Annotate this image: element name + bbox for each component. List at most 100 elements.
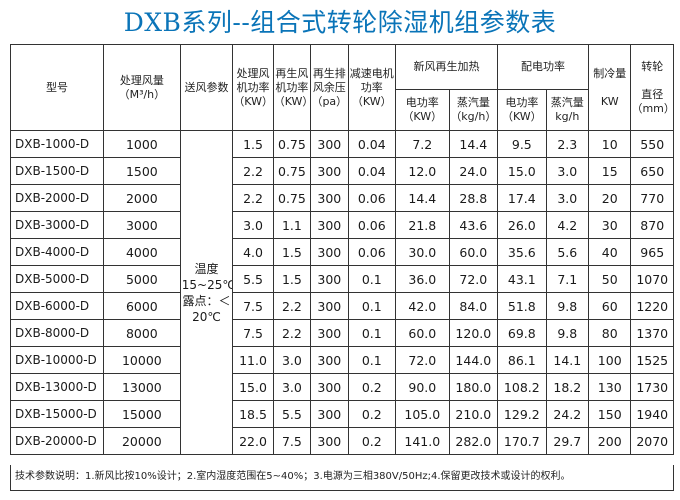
- cell-distrib-power: 9.5: [497, 130, 547, 158]
- cell-steam: 84.0: [448, 292, 499, 320]
- cell-regen-pressure: 300: [310, 373, 349, 401]
- header-steam-unit: （kg/h）: [450, 110, 497, 123]
- cell-motor-power: 0.2: [347, 400, 397, 428]
- cell-fan-power: 22.0: [232, 427, 274, 455]
- cell-distrib-steam: 3.0: [545, 184, 590, 212]
- cell-motor-power: 0.04: [347, 157, 397, 185]
- cell-regen-fan-power: 1.5: [272, 238, 312, 266]
- cell-regen-pressure: 300: [310, 157, 349, 185]
- header-model: 型号: [10, 44, 104, 131]
- cell-model: DXB-6000-D: [10, 292, 104, 320]
- cell-distrib-steam: 3.0: [545, 157, 590, 185]
- cell-rotor-diameter: 650: [630, 157, 674, 185]
- cell-regen-pressure: 300: [310, 292, 349, 320]
- cell-rotor-diameter: 770: [630, 184, 674, 212]
- table-row: DXB-1500-D 1500 2.2 0.75 300 0.04 12.0 24.0 15.0…: [10, 157, 674, 185]
- cell-heat-power: 14.4: [395, 184, 450, 212]
- cell-distrib-power: 43.1: [497, 265, 547, 293]
- cell-steam: 72.0: [448, 265, 499, 293]
- header-steam: 蒸汽量 （kg/h）: [448, 89, 499, 131]
- cell-cooling: 10: [588, 130, 632, 158]
- cell-heat-power: 90.0: [395, 373, 450, 401]
- cell-steam: 282.0: [448, 427, 499, 455]
- cell-cooling: 80: [588, 319, 632, 347]
- cell-airflow: 10000: [102, 346, 181, 374]
- cell-motor-power: 0.2: [347, 373, 397, 401]
- header-motor-power: 减速电机功率 （KW）: [347, 44, 397, 131]
- header-subrow: 电功率（KW） 蒸汽量 （kg/h） 电功率（KW） 蒸汽量 kg/h: [11, 89, 674, 131]
- cell-supply-condition: 温度15~25℃，露点：＜20℃: [179, 130, 234, 455]
- cell-regen-fan-power: 2.2: [272, 292, 312, 320]
- cell-motor-power: 0.1: [347, 346, 397, 374]
- cell-steam: 180.0: [448, 373, 499, 401]
- cell-motor-power: 0.06: [347, 211, 397, 239]
- cell-rotor-diameter: 1070: [630, 265, 674, 293]
- cell-distrib-steam: 5.6: [545, 238, 590, 266]
- header-heating-group: 新风再生加热: [395, 44, 499, 90]
- cell-regen-fan-power: 3.0: [272, 373, 312, 401]
- cell-distrib-power: 51.8: [497, 292, 547, 320]
- header-rotor-unit: （mm）: [631, 101, 674, 115]
- cell-distrib-power: 15.0: [497, 157, 547, 185]
- header-rotor-sub: 直径: [641, 87, 664, 101]
- cell-motor-power: 0.1: [347, 292, 397, 320]
- cell-heat-power: 141.0: [395, 427, 450, 455]
- cell-model: DXB-15000-D: [10, 400, 104, 428]
- cell-regen-pressure: 300: [310, 427, 349, 455]
- cell-model: DXB-3000-D: [10, 211, 104, 239]
- cell-airflow: 15000: [102, 400, 181, 428]
- cell-heat-power: 72.0: [395, 346, 450, 374]
- cell-fan-power: 1.5: [232, 130, 274, 158]
- cell-steam: 120.0: [448, 319, 499, 347]
- cell-regen-pressure: 300: [310, 211, 349, 239]
- header-rotor-label: 转轮: [641, 59, 664, 73]
- table-row: DXB-5000-D 5000 5.5 1.5 300 0.1 36.0 72.0 43.1 7.…: [10, 265, 674, 293]
- cell-steam: 14.4: [448, 130, 499, 158]
- cell-airflow: 20000: [102, 427, 181, 455]
- header-airflow: 处理风量 （M³/h）: [102, 44, 181, 131]
- cell-airflow: 5000: [102, 265, 181, 293]
- cell-motor-power: 0.06: [347, 238, 397, 266]
- table-row: DXB-15000-D 15000 18.5 5.5 300 0.2 105.0 210.0 1…: [10, 400, 674, 428]
- header-steam-label: 蒸汽量: [456, 96, 490, 109]
- cell-distrib-steam: 24.2: [545, 400, 590, 428]
- cell-model: DXB-20000-D: [10, 427, 104, 455]
- cell-rotor-diameter: 965: [630, 238, 674, 266]
- cell-model: DXB-2000-D: [10, 184, 104, 212]
- cell-motor-power: 0.1: [347, 319, 397, 347]
- cell-distrib-steam: 7.1: [545, 265, 590, 293]
- header-cooling-unit: KW: [600, 94, 619, 108]
- header-rotor: 转轮直径 （mm）: [630, 44, 674, 131]
- header-motor-power-label: 减速电机功率: [349, 66, 394, 94]
- cell-airflow: 13000: [102, 373, 181, 401]
- cell-model: DXB-1500-D: [10, 157, 104, 185]
- cell-motor-power: 0.04: [347, 130, 397, 158]
- header-distrib-steam-label: 蒸汽量: [550, 96, 584, 109]
- cell-model: DXB-8000-D: [10, 319, 104, 347]
- cell-distrib-steam: 9.8: [545, 319, 590, 347]
- cell-rotor-diameter: 870: [630, 211, 674, 239]
- cell-regen-fan-power: 7.5: [272, 427, 312, 455]
- cell-regen-pressure: 300: [310, 265, 349, 293]
- cell-distrib-power: 86.1: [497, 346, 547, 374]
- header-airflow-label: 处理风量: [119, 73, 164, 87]
- cell-regen-pressure: 300: [310, 346, 349, 374]
- cell-regen-fan-power: 0.75: [272, 184, 312, 212]
- cell-airflow: 2000: [102, 184, 181, 212]
- cell-rotor-diameter: 1370: [630, 319, 674, 347]
- cell-distrib-steam: 2.3: [545, 130, 590, 158]
- parameter-table: 型号 处理风量 （M³/h） 送风参数 处理风机功率（KW） 再生风机功率（KW）…: [10, 44, 674, 455]
- table-row: DXB-1000-D1000温度15~25℃，露点：＜20℃1.50.75300…: [10, 130, 674, 455]
- table-row: DXB-6000-D 6000 7.5 2.2 300 0.1 42.0 84.0 51.8 9.…: [10, 292, 674, 320]
- cell-heat-power: 30.0: [395, 238, 450, 266]
- cell-regen-fan-power: 1.5: [272, 265, 312, 293]
- cell-cooling: 20: [588, 184, 632, 212]
- cell-heat-power: 7.2: [395, 130, 450, 158]
- cell-regen-fan-power: 1.1: [272, 211, 312, 239]
- cell-cooling: 100: [588, 346, 632, 374]
- cell-heat-power: 12.0: [395, 157, 450, 185]
- cell-rotor-diameter: 1940: [630, 400, 674, 428]
- cell-regen-pressure: 300: [310, 130, 349, 158]
- cell-rotor-diameter: 550: [630, 130, 674, 158]
- cell-model: DXB-4000-D: [10, 238, 104, 266]
